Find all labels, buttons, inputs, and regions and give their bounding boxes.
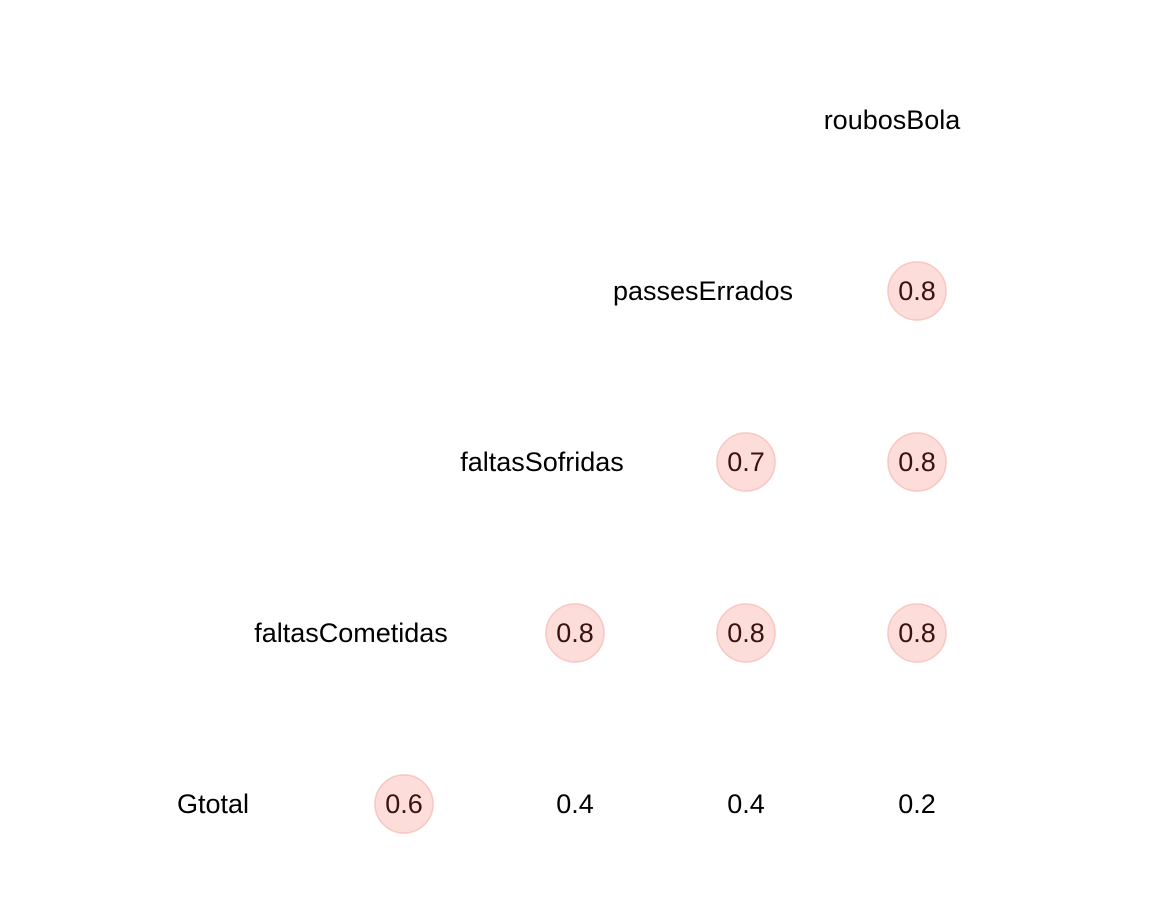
cell-value-label: 0.7 [727,447,765,477]
cell-circle [887,432,947,492]
cell-roubosBola-faltasCometidas: 0.8 [887,603,947,663]
variable-label-faltasSofridas: faltasSofridas [460,447,624,477]
variable-label-faltasCometidas: faltasCometidas [254,618,448,648]
cell-passesErrados-faltasSofridas: 0.7 [716,432,776,492]
cell-circle [887,603,947,663]
cell-circle [716,603,776,663]
variable-label-Gtotal: Gtotal [177,789,249,819]
cell-roubosBola-passesErrados: 0.8 [887,261,947,321]
variable-label-roubosBola: roubosBola [824,105,962,135]
cell-value-label: 0.8 [898,618,936,648]
cell-circle [374,774,434,834]
cell-passesErrados-faltasCometidas: 0.8 [716,603,776,663]
cell-value-label: 0.8 [556,618,594,648]
cell-value-label: 0.2 [898,789,936,819]
cell-passesErrados-Gtotal: 0.4 [727,789,765,819]
cell-value-label: 0.4 [556,789,594,819]
cell-circle [887,261,947,321]
cell-circle [545,603,605,663]
cell-faltasCometidas-Gtotal: 0.6 [374,774,434,834]
cell-circle [716,432,776,492]
cell-roubosBola-faltasSofridas: 0.8 [887,432,947,492]
cell-faltasSofridas-faltasCometidas: 0.8 [545,603,605,663]
cell-faltasSofridas-Gtotal: 0.4 [556,789,594,819]
variable-label-passesErrados: passesErrados [613,276,793,306]
cell-value-label: 0.8 [727,618,765,648]
cell-value-label: 0.6 [385,789,423,819]
cell-value-label: 0.4 [727,789,765,819]
cell-value-label: 0.8 [898,276,936,306]
cell-roubosBola-Gtotal: 0.2 [898,789,936,819]
cell-value-label: 0.8 [898,447,936,477]
